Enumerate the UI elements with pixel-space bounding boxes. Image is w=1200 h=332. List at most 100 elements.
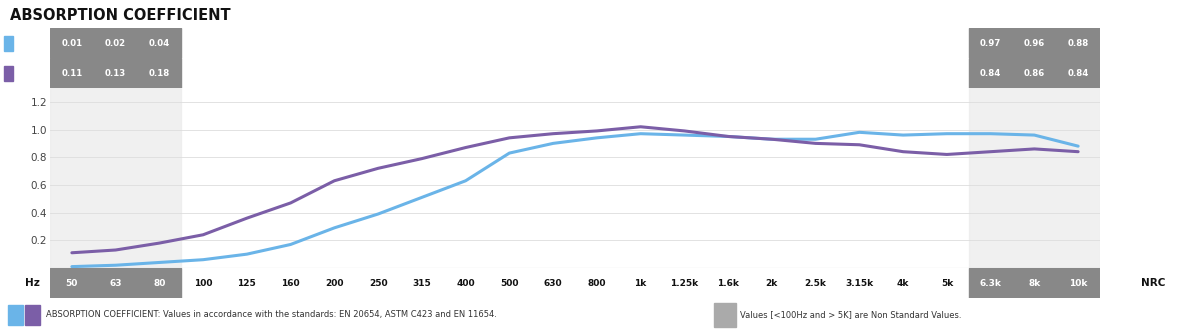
Bar — [50, 58, 94, 88]
Bar — [94, 58, 138, 88]
Text: 0.98: 0.98 — [848, 39, 870, 47]
Bar — [968, 58, 1013, 88]
Text: 0.80: 0.80 — [1136, 36, 1170, 50]
Text: 0.84: 0.84 — [893, 68, 914, 77]
Bar — [1013, 58, 1056, 88]
Text: 0.90: 0.90 — [542, 39, 564, 47]
Text: 0.97: 0.97 — [542, 68, 564, 77]
Text: 0.87: 0.87 — [455, 68, 476, 77]
Text: 0.63: 0.63 — [455, 39, 476, 47]
Text: 100: 100 — [194, 279, 212, 288]
Text: 0.63: 0.63 — [324, 68, 346, 77]
Text: 0.82: 0.82 — [936, 68, 958, 77]
Text: 63: 63 — [109, 279, 122, 288]
Bar — [1056, 268, 1100, 298]
Bar — [50, 88, 181, 268]
Bar — [138, 58, 181, 88]
Text: Hz: Hz — [25, 278, 40, 288]
Bar — [1013, 28, 1056, 58]
Bar — [50, 268, 94, 298]
Bar — [4, 36, 13, 50]
Bar — [714, 303, 736, 327]
Text: 5k: 5k — [941, 279, 953, 288]
Text: 0.36: 0.36 — [236, 68, 258, 77]
Text: 50: 50 — [66, 279, 78, 288]
Text: 3.15k: 3.15k — [845, 279, 874, 288]
Text: 2k: 2k — [766, 279, 778, 288]
Text: 125: 125 — [238, 279, 257, 288]
Text: 0.72: 0.72 — [367, 68, 389, 77]
Text: 0.13: 0.13 — [106, 68, 126, 77]
Text: 630: 630 — [544, 279, 563, 288]
Text: 0.83: 0.83 — [499, 39, 520, 47]
Bar — [8, 305, 23, 325]
Text: 0.11: 0.11 — [61, 68, 83, 77]
Text: αS: αS — [25, 68, 40, 78]
Text: 0.04: 0.04 — [149, 39, 170, 47]
Text: 0.99: 0.99 — [673, 68, 695, 77]
Text: 0.93: 0.93 — [805, 39, 827, 47]
Bar — [968, 268, 1013, 298]
Text: 0.24: 0.24 — [192, 68, 214, 77]
Text: 0.90: 0.90 — [805, 68, 826, 77]
Text: 2.5k: 2.5k — [805, 279, 827, 288]
Text: 250: 250 — [368, 279, 388, 288]
Text: 4k: 4k — [896, 279, 910, 288]
Text: 0.99: 0.99 — [587, 68, 607, 77]
Text: 0.51: 0.51 — [412, 39, 432, 47]
Text: 0.88: 0.88 — [1068, 39, 1088, 47]
Text: 0.29: 0.29 — [324, 39, 346, 47]
Bar — [138, 268, 181, 298]
Text: 200: 200 — [325, 279, 343, 288]
Text: 400: 400 — [456, 279, 475, 288]
Text: 160: 160 — [281, 279, 300, 288]
Text: 0.17: 0.17 — [280, 39, 301, 47]
Text: 0.01: 0.01 — [61, 39, 83, 47]
Text: 1.6k: 1.6k — [718, 279, 739, 288]
Text: 500: 500 — [500, 279, 518, 288]
Bar — [50, 28, 94, 58]
Text: 10k: 10k — [1069, 279, 1087, 288]
Bar — [4, 65, 13, 80]
Text: 0.93: 0.93 — [761, 68, 782, 77]
Text: 0.18: 0.18 — [149, 68, 170, 77]
Text: 0.89: 0.89 — [848, 68, 870, 77]
Text: 0.90: 0.90 — [1136, 66, 1170, 80]
Text: 315: 315 — [413, 279, 431, 288]
Text: 0.86: 0.86 — [1024, 68, 1045, 77]
Bar — [968, 88, 1100, 268]
Text: 1k: 1k — [635, 279, 647, 288]
Text: 6.3k: 6.3k — [979, 279, 1002, 288]
Bar — [1056, 28, 1100, 58]
Text: 0.97: 0.97 — [936, 39, 958, 47]
Text: 0.06: 0.06 — [192, 39, 214, 47]
Text: ABSORPTION COEFFICIENT: Values in accordance with the standards: EN 20654, ASTM : ABSORPTION COEFFICIENT: Values in accord… — [46, 310, 497, 319]
Text: 0.94: 0.94 — [586, 39, 607, 47]
Text: 0.84: 0.84 — [1068, 68, 1088, 77]
Bar — [1013, 268, 1056, 298]
Bar — [94, 28, 138, 58]
Bar — [94, 268, 138, 298]
Text: αS: αS — [25, 38, 40, 48]
Text: 0.93: 0.93 — [761, 39, 782, 47]
Bar — [1056, 58, 1100, 88]
Text: 0.95: 0.95 — [718, 68, 739, 77]
Text: 1.02: 1.02 — [630, 68, 652, 77]
Text: 0.96: 0.96 — [1024, 39, 1045, 47]
Text: 0.10: 0.10 — [236, 39, 258, 47]
Text: 0.47: 0.47 — [280, 68, 301, 77]
Text: 0.97: 0.97 — [630, 39, 652, 47]
Text: 0.79: 0.79 — [412, 68, 432, 77]
Text: 0.96: 0.96 — [893, 39, 913, 47]
Bar — [138, 28, 181, 58]
Text: 8k: 8k — [1028, 279, 1040, 288]
Text: 0.94: 0.94 — [499, 68, 520, 77]
Bar — [25, 305, 40, 325]
Text: 0.96: 0.96 — [673, 39, 695, 47]
Text: NRC: NRC — [1141, 278, 1165, 288]
Text: 80: 80 — [154, 279, 166, 288]
Text: 1.25k: 1.25k — [671, 279, 698, 288]
Text: 0.39: 0.39 — [367, 39, 389, 47]
Text: 0.84: 0.84 — [980, 68, 1001, 77]
Text: Values [<100Hz and > 5K] are Non Standard Values.: Values [<100Hz and > 5K] are Non Standar… — [740, 310, 962, 319]
